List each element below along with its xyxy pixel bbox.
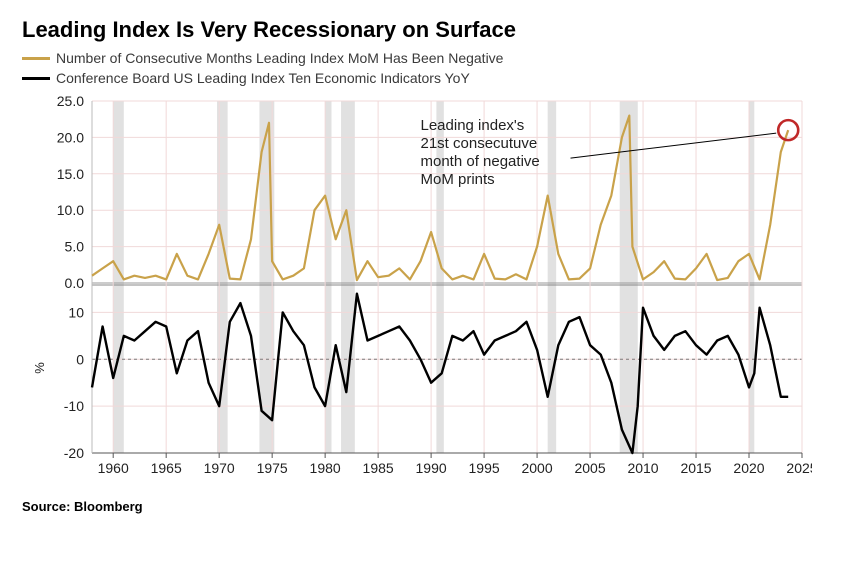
- recession-band: [341, 101, 355, 453]
- annotation-text: Leading index's: [421, 117, 525, 134]
- xtick: 1970: [204, 460, 235, 476]
- chart: 0.0 5.0 10.0 15.0 20.0 25.0 -20 -10 0 10% 1960 1965…: [22, 93, 826, 493]
- xtick: 1985: [363, 460, 394, 476]
- xtick: 2005: [574, 460, 605, 476]
- xtick: 1995: [469, 460, 500, 476]
- source-label: Source: Bloomberg: [22, 499, 826, 514]
- legend-item-consecutive-months: Number of Consecutive Months Leading Ind…: [22, 48, 826, 68]
- annotation-text: 21st consecutuve: [421, 135, 538, 152]
- xtick: 2010: [627, 460, 658, 476]
- xtick: 1980: [310, 460, 341, 476]
- recession-band: [620, 101, 638, 453]
- ytick-top: 5.0: [65, 238, 85, 254]
- xtick: 2025: [786, 460, 812, 476]
- chart-title: Leading Index Is Very Recessionary on Su…: [22, 18, 826, 42]
- recession-band: [749, 101, 754, 453]
- ytick-bot: -20: [64, 445, 84, 461]
- xtick: 1960: [98, 460, 129, 476]
- legend: Number of Consecutive Months Leading Ind…: [22, 48, 826, 89]
- ytick-top: 0.0: [65, 275, 85, 291]
- legend-label-2: Conference Board US Leading Index Ten Ec…: [56, 68, 470, 88]
- y-axis-label: %: [32, 362, 47, 374]
- recession-band: [217, 101, 228, 453]
- ytick-top: 10.0: [57, 202, 84, 218]
- annotation-text: MoM prints: [421, 171, 495, 188]
- recession-band: [548, 101, 556, 453]
- ytick-bot: 10: [68, 304, 84, 320]
- annotation-text: month of negative: [421, 153, 540, 170]
- ytick-bot: 0: [76, 351, 84, 367]
- legend-swatch-1: [22, 57, 50, 60]
- ytick-top: 25.0: [57, 93, 84, 109]
- xtick: 1990: [416, 460, 447, 476]
- xtick: 1965: [151, 460, 182, 476]
- ytick-top: 15.0: [57, 166, 84, 182]
- ytick-top: 20.0: [57, 129, 84, 145]
- legend-swatch-2: [22, 77, 50, 80]
- xtick: 1975: [257, 460, 288, 476]
- legend-label-1: Number of Consecutive Months Leading Ind…: [56, 48, 503, 68]
- xtick: 2020: [733, 460, 764, 476]
- ytick-bot: -10: [64, 398, 84, 414]
- xtick: 2015: [680, 460, 711, 476]
- legend-item-yoy: Conference Board US Leading Index Ten Ec…: [22, 68, 826, 88]
- xtick: 2000: [521, 460, 552, 476]
- chart-svg: 0.0 5.0 10.0 15.0 20.0 25.0 -20 -10 0 10% 1960 1965…: [22, 93, 812, 493]
